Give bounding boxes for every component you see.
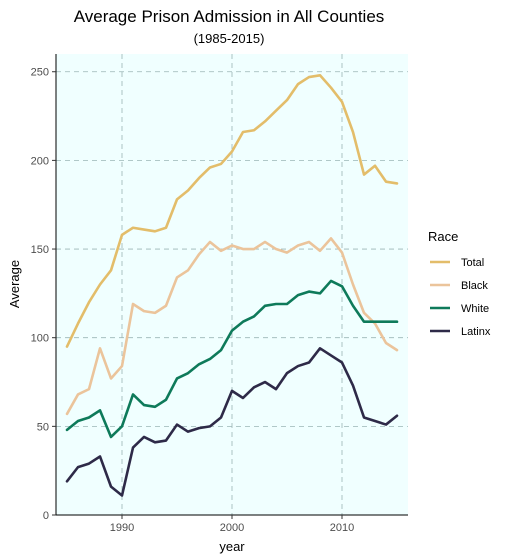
x-tick-labels: 1990 2000 2010 (110, 515, 354, 534)
y-tick-labels: 0 50 100 150 200 250 (31, 67, 56, 522)
y-axis-title: Average (7, 260, 22, 308)
y-tick-label: 0 (43, 510, 49, 522)
y-tick-label: 50 (37, 421, 49, 433)
legend-label-total: Total (461, 257, 484, 269)
series-line-total (65, 73, 399, 348)
legend-label-white: White (461, 303, 489, 315)
x-tick-label: 1990 (110, 522, 134, 534)
y-tick-label: 200 (31, 155, 49, 167)
series-line-black (65, 237, 399, 416)
y-tick-label: 250 (31, 67, 49, 79)
legend: Race Total Black White Latinx (428, 229, 491, 338)
legend-title: Race (428, 229, 458, 244)
series-line-white (65, 279, 399, 439)
series-line-latinx (65, 347, 399, 497)
series-lines (65, 73, 399, 497)
x-axis-title: year (219, 539, 245, 554)
legend-label-latinx: Latinx (461, 326, 491, 338)
x-tick-label: 2000 (220, 522, 244, 534)
chart-subtitle: (1985-2015) (194, 31, 265, 46)
legend-label-black: Black (461, 280, 488, 292)
y-tick-label: 100 (31, 333, 49, 345)
y-tick-label: 150 (31, 244, 49, 256)
x-tick-label: 2010 (330, 522, 354, 534)
chart-title: Average Prison Admission in All Counties (74, 7, 385, 26)
